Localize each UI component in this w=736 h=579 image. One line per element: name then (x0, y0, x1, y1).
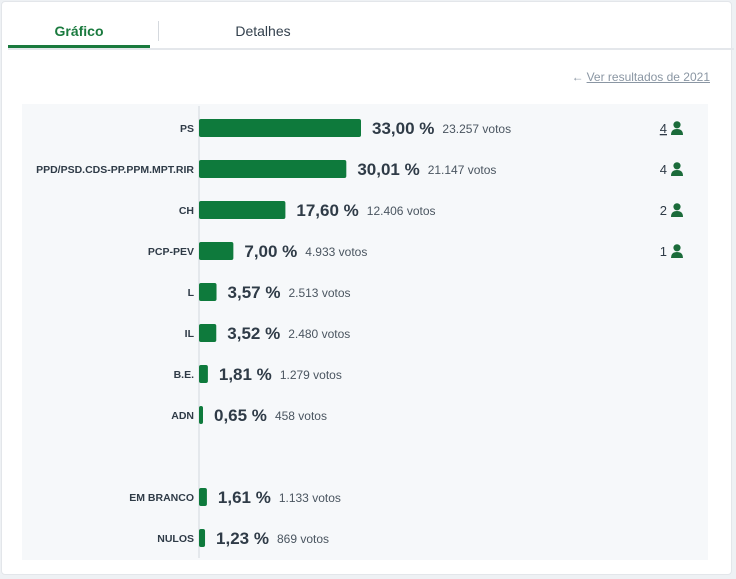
party-row-7-votes: 458 votos (275, 409, 327, 423)
tab-detalhes[interactable]: Detalhes (235, 23, 291, 39)
party-row-6-bar (199, 365, 208, 383)
party-row-1-percent: 30,01 % (357, 160, 419, 179)
party-row-0-bar (199, 119, 361, 137)
party-row-2-votes: 12.406 votos (367, 204, 436, 218)
other-row-0-label: EM BRANCO (129, 492, 194, 504)
party-row-0-percent: 33,00 % (372, 119, 434, 138)
chart-panel (22, 104, 708, 560)
party-row-3-bar (199, 242, 234, 260)
tab-divider (158, 21, 159, 41)
party-row-1-votes: 21.147 votos (428, 163, 497, 177)
other-row-0-percent: 1,61 % (218, 488, 271, 507)
party-row-0-label: PS (180, 123, 194, 135)
person-icon-head (673, 121, 681, 129)
person-icon (671, 244, 683, 258)
party-row-5-votes: 2.480 votos (288, 327, 350, 341)
other-row-1-percent: 1,23 % (216, 529, 269, 548)
party-row-3-percent: 7,00 % (244, 242, 297, 261)
party-row-6-label: B.E. (174, 369, 195, 381)
party-row-0-seats[interactable]: 4 (660, 121, 667, 136)
person-icon (671, 162, 683, 176)
party-row-2-label: CH (179, 205, 194, 217)
party-row-5-percent: 3,52 % (227, 324, 280, 343)
party-row-6-percent: 1,81 % (219, 365, 272, 384)
party-row-7-bar (199, 406, 203, 424)
tab-bar: Gráfico Detalhes (8, 16, 734, 50)
other-row-0-bar (199, 488, 207, 506)
other-row-1-votes: 869 votos (277, 532, 329, 546)
party-row-4-percent: 3,57 % (228, 283, 281, 302)
other-row-1-label: NULOS (157, 533, 194, 545)
party-row-1-seats: 4 (660, 162, 667, 177)
party-row-0-votes: 23.257 votos (442, 122, 511, 136)
person-icon-body (671, 211, 683, 217)
party-row-6-votes: 1.279 votos (280, 368, 342, 382)
party-row-4-bar (199, 283, 217, 301)
party-row-4-label: L (188, 287, 195, 299)
previous-results-label: Ver resultados de 2021 (586, 70, 710, 84)
party-row-3-seats: 1 (660, 244, 667, 259)
party-row-2-percent: 17,60 % (296, 201, 358, 220)
person-icon-body (671, 252, 683, 258)
person-icon-body (671, 170, 683, 176)
party-row-7-label: ADN (171, 410, 194, 422)
party-row-7-percent: 0,65 % (214, 406, 267, 425)
person-icon-head (673, 203, 681, 211)
party-row-2-bar (199, 201, 286, 219)
party-row-3-label: PCP-PEV (148, 246, 194, 258)
previous-results-link[interactable]: ← Ver resultados de 2021 (572, 70, 710, 84)
person-icon-body (671, 129, 683, 135)
arrow-left-icon: ← (571, 70, 584, 84)
party-row-5-bar (199, 324, 217, 342)
party-row-1-label: PPD/PSD.CDS-PP.PPM.MPT.RIR (36, 164, 194, 176)
person-icon-head (673, 162, 681, 170)
tab-grafico[interactable]: Gráfico (8, 16, 150, 48)
person-icon-head (673, 244, 681, 252)
other-row-0-votes: 1.133 votos (279, 491, 341, 505)
person-icon (671, 203, 683, 217)
party-row-1-bar (199, 160, 347, 178)
party-row-3-votes: 4.933 votos (305, 245, 367, 259)
party-row-4-votes: 2.513 votos (288, 286, 350, 300)
party-row-5-label: IL (185, 328, 195, 340)
person-icon (671, 121, 683, 135)
party-row-2-seats: 2 (660, 203, 667, 218)
other-row-1-bar (199, 529, 206, 547)
